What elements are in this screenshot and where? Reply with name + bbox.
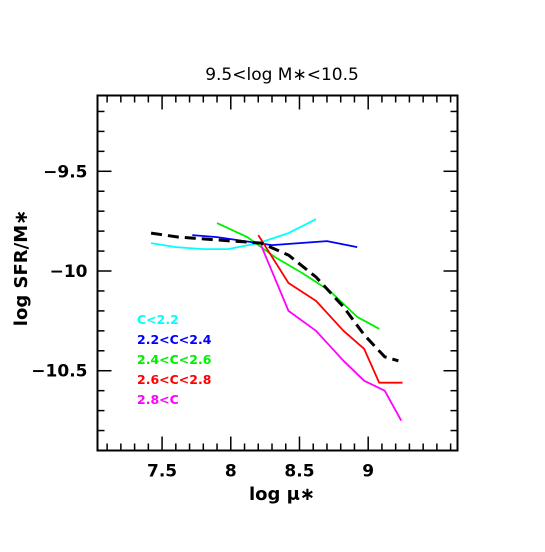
y-tick-label: −10.5 [31,362,87,382]
legend-entry: 2.8<C [137,392,179,407]
y-tick-label: −10 [50,262,88,282]
series-lines [150,218,403,422]
series-line [150,218,317,251]
legend-entry: 2.2<C<2.4 [137,332,212,347]
x-tick-label: 8 [225,462,237,482]
series-line-median [150,231,399,363]
legend-entry: 2.4<C<2.6 [137,352,212,367]
legend-entry: 2.6<C<2.8 [137,372,211,387]
series-line [192,234,358,248]
x-tick-label: 9 [362,462,374,482]
x-axis-label: log μ∗ [249,484,315,505]
chart-title: 9.5<log M∗<10.5 [205,65,359,85]
x-tick-label: 8.5 [284,462,314,482]
y-axis-label: log SFR/M∗ [11,210,32,326]
x-tick-label: 7.5 [147,462,177,482]
series-line [257,234,403,384]
series-line [216,222,380,330]
y-tick-label: −9.5 [43,162,87,182]
y-tick-labels: −9.5 −10 −10.5 [31,162,87,381]
axis-ticks [97,95,458,452]
legend: C<2.2 2.2<C<2.4 2.4<C<2.6 2.6<C<2.8 2.8<C [137,312,212,407]
series-line [260,244,402,422]
legend-entry: C<2.2 [137,312,179,327]
plot-frame [96,94,459,452]
x-tick-labels: 7.5 8 8.5 9 [147,462,374,482]
